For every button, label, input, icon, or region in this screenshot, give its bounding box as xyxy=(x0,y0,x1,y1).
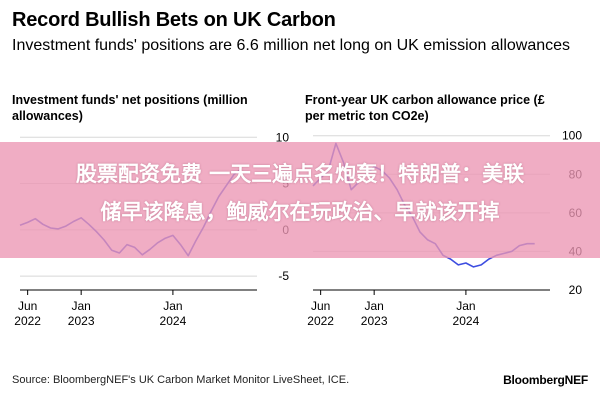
left-chart-x-tick-month-0: Jun xyxy=(18,299,37,313)
right-chart-x-tick-month-2: Jan xyxy=(456,299,475,313)
promo-overlay-text: 股票配资免费 一天三遍点名炮轰！特朗普：美联 储早该降息，鲍威尔在玩政治、早就该… xyxy=(12,155,588,231)
right-chart-x-tick-year-0: 2022 xyxy=(307,314,334,328)
right-chart-y-tick-label-4: 20 xyxy=(569,283,583,297)
left-chart-y-tick-label-0: 10 xyxy=(276,130,290,144)
left-chart-y-tick-label-3: -5 xyxy=(278,269,289,283)
left-chart-x-tick-year-1: 2023 xyxy=(68,314,95,328)
right-chart-y-tick-label-0: 100 xyxy=(562,129,582,143)
left-chart-title: Investment funds' net positions (million… xyxy=(12,93,248,123)
chart-title: Record Bullish Bets on UK Carbon xyxy=(12,9,336,31)
promo-overlay-line-1: 股票配资免费 一天三遍点名炮轰！特朗普：美联 xyxy=(75,162,525,186)
source-note: Source: BloombergNEF's UK Carbon Market … xyxy=(12,374,350,386)
left-chart-x-tick-month-2: Jan xyxy=(163,299,182,313)
right-chart-title: Front-year UK carbon allowance price (£ … xyxy=(305,93,545,123)
right-chart-x-tick-month-1: Jan xyxy=(364,299,383,313)
left-chart-x-tick-month-1: Jan xyxy=(71,299,90,313)
chart-header: Record Bullish Bets on UK Carbon Investm… xyxy=(12,8,592,56)
left-chart-x-tick-year-2: 2024 xyxy=(160,314,187,328)
brand-logo-text: BloombergNEF xyxy=(503,373,588,387)
promo-overlay-banner xyxy=(0,142,600,258)
promo-overlay-line-2: 储早该降息，鲍威尔在玩政治、早就该开掉 xyxy=(100,200,500,224)
chart-subtitle: Investment funds' positions are 6.6 mill… xyxy=(12,37,571,54)
right-chart-x-tick-month-0: Jun xyxy=(311,299,330,313)
right-chart-x-tick-year-2: 2024 xyxy=(453,314,480,328)
right-chart-x-tick-year-1: 2023 xyxy=(361,314,388,328)
left-chart-x-tick-year-0: 2022 xyxy=(14,314,41,328)
